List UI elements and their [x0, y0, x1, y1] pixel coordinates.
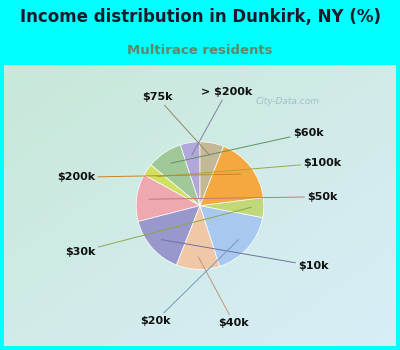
- Text: $100k: $100k: [158, 158, 341, 177]
- Text: $50k: $50k: [149, 192, 338, 202]
- Text: $30k: $30k: [65, 207, 251, 257]
- Wedge shape: [180, 142, 200, 206]
- Text: $10k: $10k: [162, 240, 329, 271]
- Text: $40k: $40k: [198, 257, 249, 328]
- Wedge shape: [144, 165, 200, 206]
- Text: > $200k: > $200k: [192, 87, 252, 155]
- Wedge shape: [138, 206, 200, 265]
- Wedge shape: [200, 198, 264, 218]
- Wedge shape: [200, 142, 224, 206]
- Wedge shape: [151, 145, 200, 206]
- Text: $20k: $20k: [140, 240, 238, 326]
- Wedge shape: [200, 206, 263, 266]
- Wedge shape: [200, 146, 263, 206]
- Text: $200k: $200k: [57, 172, 241, 182]
- Text: Income distribution in Dunkirk, NY (%): Income distribution in Dunkirk, NY (%): [20, 8, 380, 26]
- Text: City-Data.com: City-Data.com: [256, 97, 320, 106]
- Text: $60k: $60k: [171, 128, 324, 163]
- Text: $75k: $75k: [142, 92, 210, 155]
- Wedge shape: [176, 206, 220, 270]
- Wedge shape: [136, 175, 200, 222]
- Text: Multirace residents: Multirace residents: [127, 44, 273, 57]
